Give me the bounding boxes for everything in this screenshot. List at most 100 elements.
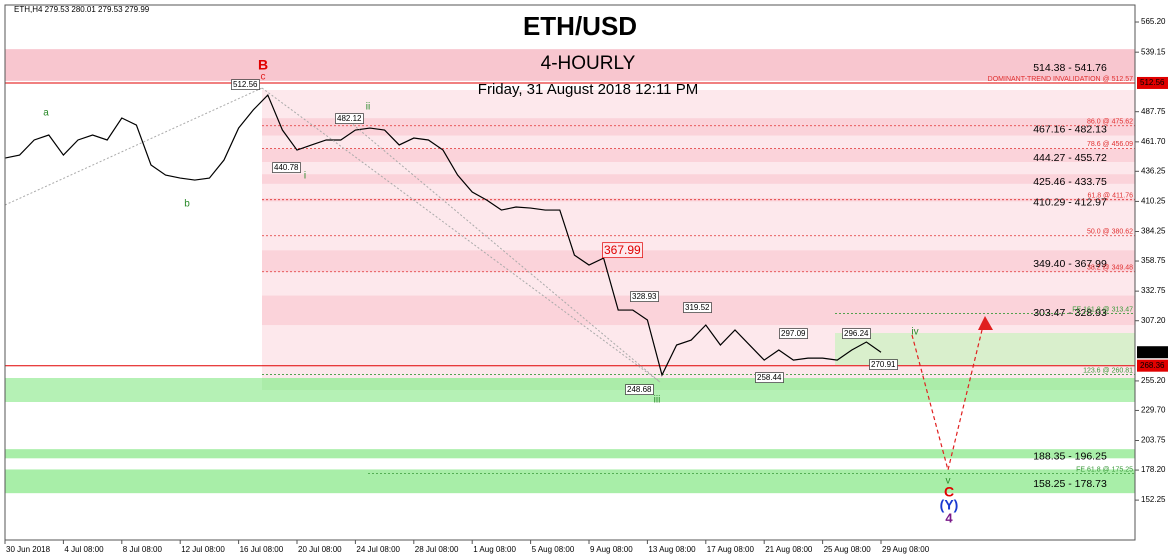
wave-labels: a b c B i ii iii iv v C (Y) 4 — [43, 57, 958, 526]
wave-label: c — [261, 72, 266, 83]
y-tick-label: 255.20 — [1141, 376, 1166, 385]
zone — [262, 118, 1135, 136]
wave-label-major: B — [258, 57, 268, 73]
x-tick-label: 24 Jul 08:00 — [356, 545, 400, 554]
y-tick-label: 487.75 — [1141, 107, 1166, 116]
level-label: 78.6 @ 456.09 — [1087, 141, 1133, 148]
wave-label: b — [184, 199, 190, 210]
y-tick-label: 436.25 — [1141, 166, 1166, 175]
price-box: 270.91 — [871, 360, 896, 369]
x-tick-label: 20 Jul 08:00 — [298, 545, 342, 554]
zone-label: 467.16 - 482.13 — [1033, 124, 1107, 136]
price-box-frame — [842, 328, 871, 339]
trend-line — [349, 121, 661, 383]
wave-label: iii — [654, 395, 661, 406]
price-box: 328.93 — [632, 292, 657, 301]
x-tick-label: 8 Jul 08:00 — [123, 545, 163, 554]
wave-label: i — [304, 171, 306, 182]
wave-label-major: 4 — [945, 510, 953, 525]
price-marker-label: 268.36 — [1140, 361, 1165, 370]
price-box: 512.56 — [233, 80, 258, 89]
price-box: 248.68 — [627, 385, 652, 394]
zone — [5, 449, 1135, 459]
y-tick-label: 332.75 — [1141, 286, 1166, 295]
y-tick-label: 358.75 — [1141, 256, 1166, 265]
chart-title: ETH/USD — [523, 11, 637, 41]
y-tick-label: 178.20 — [1141, 465, 1166, 474]
zone — [5, 49, 1135, 81]
support-band — [5, 378, 1135, 402]
price-marker-label: 279.99 — [1140, 347, 1165, 356]
date-label: Friday, 31 August 2018 12:11 PM — [478, 81, 698, 98]
price-box: 258.44 — [757, 373, 782, 382]
zone — [262, 250, 1135, 272]
x-tick-label: 4 Jul 08:00 — [64, 545, 104, 554]
y-tick-label: 307.20 — [1141, 316, 1166, 325]
level-label: 86.0 @ 475.62 — [1087, 119, 1133, 126]
zone-label: 158.25 - 178.73 — [1033, 478, 1107, 490]
chart-body: DOMINANT-TREND INVALIDATION @ 512.57 86.0… — [4, 17, 1168, 554]
price-box-frame — [231, 79, 260, 90]
price-box-frame — [779, 328, 808, 339]
price-box: 296.24 — [844, 329, 869, 338]
x-tick-label: 25 Aug 08:00 — [824, 545, 872, 554]
zone — [262, 174, 1135, 184]
zone-label: 444.27 - 455.72 — [1033, 152, 1107, 164]
y-tick-label: 539.15 — [1141, 47, 1166, 56]
x-tick-label: 28 Jul 08:00 — [415, 545, 459, 554]
zone-label: 514.38 - 541.76 — [1033, 62, 1107, 74]
price-marker — [1137, 359, 1168, 372]
price-marker — [1137, 76, 1168, 89]
price-box: 319.52 — [685, 303, 710, 312]
zones: 514.38 - 541.76 467.16 - 482.13 444.27 - 4… — [5, 49, 1135, 494]
wave-label: a — [43, 108, 49, 119]
arrow-head — [978, 316, 993, 330]
trend-line — [261, 87, 661, 383]
wave-label-major: C — [944, 484, 954, 500]
trend-lines — [4, 87, 661, 383]
y-tick-label: 384.25 — [1141, 227, 1166, 236]
price-box-frame — [335, 113, 364, 124]
price-box-frame — [272, 162, 301, 173]
level-label: FE 61.8 @ 175.25 — [1076, 466, 1133, 473]
zone — [262, 148, 1135, 163]
trend-line — [4, 87, 263, 206]
price-box-frame — [755, 372, 784, 383]
x-tick-label: 9 Aug 08:00 — [590, 545, 633, 554]
price-marker — [1137, 346, 1168, 359]
chart-subtitle: 4-HOURLY — [541, 53, 636, 74]
y-tick-label: 152.25 — [1141, 495, 1166, 504]
wave-label: ii — [366, 102, 370, 113]
x-tick-label: 1 Aug 08:00 — [473, 545, 516, 554]
price-line-series — [4, 94, 882, 377]
price-box-frame — [630, 291, 659, 302]
wave-label-major: (Y) — [940, 497, 959, 513]
price-box: 482.12 — [337, 114, 362, 123]
wave-label: iv — [911, 327, 918, 338]
level-label: 61.8 @ 411.76 — [1087, 193, 1133, 200]
y-tick-label: 565.20 — [1141, 17, 1166, 26]
level-label: 123.6 @ 260.81 — [1083, 367, 1133, 374]
x-tick-label: 13 Aug 08:00 — [648, 545, 696, 554]
zone-label: 425.46 - 433.75 — [1033, 176, 1107, 188]
x-tick-label: 12 Jul 08:00 — [181, 545, 225, 554]
zone-label: 188.35 - 196.25 — [1033, 451, 1107, 463]
price-box-major: 367.99 — [604, 243, 641, 257]
level-label: FE 161.8 @ 313.47 — [1072, 306, 1133, 313]
y-tick-label: 461.70 — [1141, 137, 1166, 146]
y-tick-label: 410.25 — [1141, 197, 1166, 206]
zone-label: 349.40 - 367.99 — [1033, 258, 1107, 270]
y-tick-label: 229.70 — [1141, 406, 1166, 415]
x-tick-label: 29 Aug 08:00 — [882, 545, 930, 554]
zone-label: 303.47 - 328.93 — [1033, 307, 1107, 319]
x-tick-label: 17 Aug 08:00 — [707, 545, 755, 554]
price-box: 297.09 — [781, 329, 806, 338]
level-label: 38.2 @ 349.48 — [1087, 265, 1133, 272]
price-marker-label: 512.56 — [1140, 78, 1165, 87]
price-box-frame — [869, 359, 898, 370]
price-box-frame — [625, 384, 654, 395]
x-tick-label: 30 Jun 2018 — [6, 545, 51, 554]
price-box-frame — [602, 242, 643, 259]
price-box: 440.78 — [274, 163, 299, 172]
